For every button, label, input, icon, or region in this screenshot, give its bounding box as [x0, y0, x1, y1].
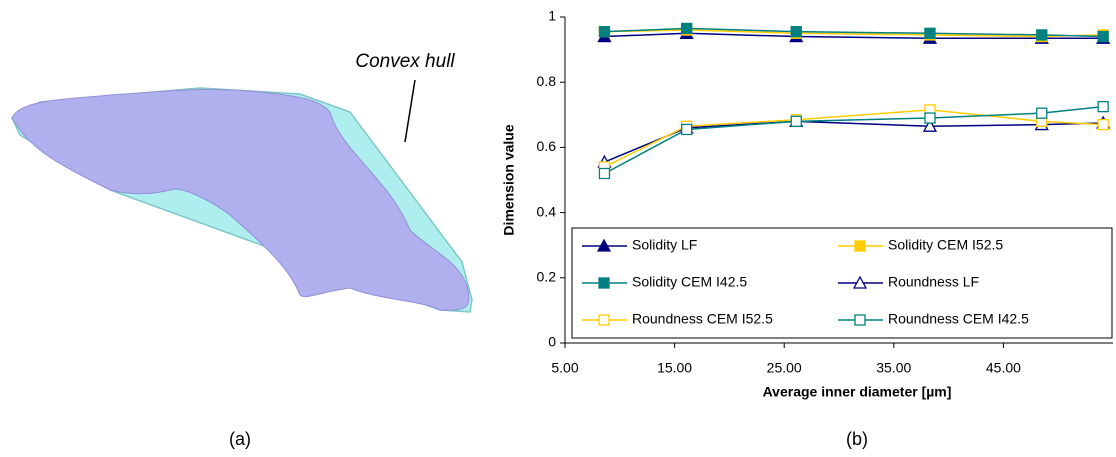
- y-tick-label: 0.2: [537, 269, 557, 285]
- point: [681, 22, 693, 35]
- legend-marker: [598, 314, 610, 326]
- point: [598, 167, 611, 180]
- point: [681, 123, 693, 136]
- series-line: [604, 109, 1104, 168]
- particle: [11, 88, 470, 311]
- point: [598, 26, 611, 38]
- x-tick-label: 35.00: [876, 360, 911, 376]
- x-tick-label: 15.00: [657, 360, 692, 376]
- legend-marker: [852, 275, 868, 289]
- point: [1097, 30, 1109, 43]
- series-line: [604, 32, 1104, 39]
- point: [1097, 118, 1109, 131]
- series-line: [604, 120, 1104, 163]
- series-line: [604, 105, 1104, 175]
- point: [924, 112, 936, 124]
- y-axis-title: Dimension value: [501, 124, 517, 235]
- legend-marker: [596, 238, 612, 252]
- x-tick-label: 5.00: [551, 360, 578, 376]
- legend-label: Roundness LF: [888, 274, 979, 290]
- legend-marker: [854, 314, 866, 326]
- leader-line: [404, 79, 416, 143]
- y-tick-label: 0.8: [537, 73, 557, 89]
- point: [924, 27, 936, 39]
- point: [1097, 101, 1109, 113]
- legend-marker: [854, 240, 866, 252]
- point: [922, 118, 938, 132]
- x-tick-label: 45.00: [986, 360, 1021, 376]
- y-tick-label: 0.4: [537, 203, 557, 219]
- series-line: [604, 27, 1104, 38]
- y-tick-label: 0: [548, 334, 556, 350]
- point: [790, 115, 802, 127]
- x-tick-label: 25.00: [767, 360, 802, 376]
- point: [1036, 29, 1048, 41]
- x-axis-title: Average inner diameter [µm]: [763, 384, 952, 400]
- series-line: [604, 29, 1104, 38]
- y-tick-label: 0.6: [537, 138, 557, 154]
- legend-label: Roundness CEM I42.5: [888, 311, 1029, 327]
- point: [790, 26, 802, 38]
- legend-marker: [598, 277, 610, 289]
- point: [1036, 107, 1048, 119]
- legend-label: Solidity CEM I52.5: [888, 237, 1003, 253]
- legend-label: Solidity CEM I42.5: [632, 274, 747, 290]
- legend-label: Solidity LF: [632, 237, 697, 253]
- diagram-label: Convex hull: [355, 51, 455, 72]
- y-tick-label: 1: [548, 8, 556, 24]
- legend-label: Roundness CEM I52.5: [632, 311, 773, 327]
- caption: (a): [229, 429, 251, 449]
- caption: (b): [846, 429, 868, 449]
